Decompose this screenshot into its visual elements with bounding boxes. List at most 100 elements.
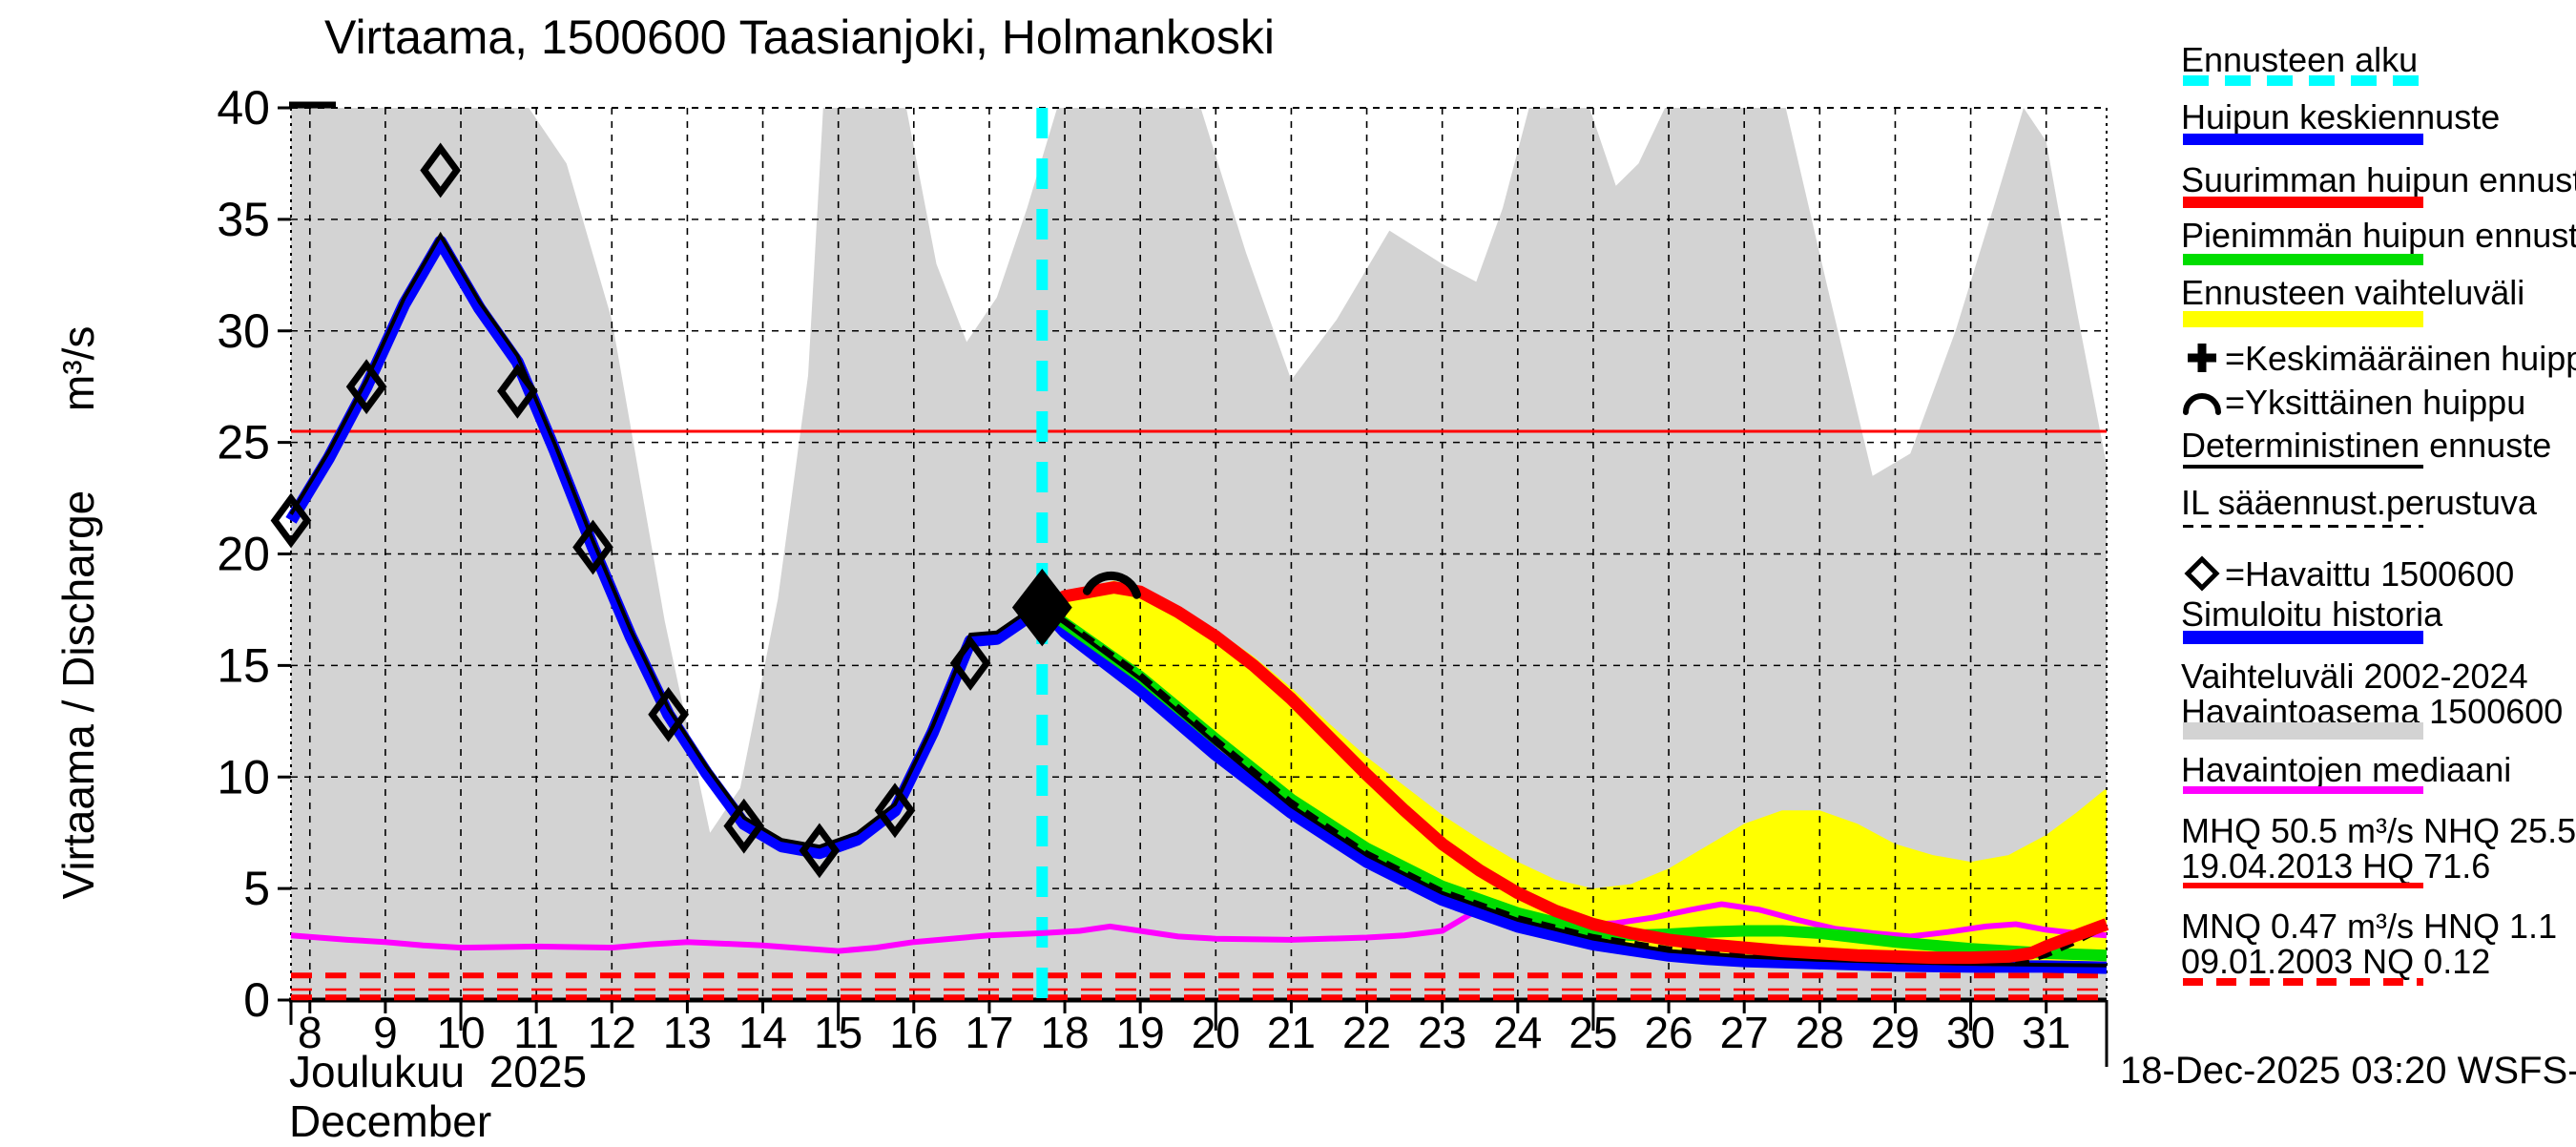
legend-label: Simuloitu historia: [2181, 594, 2443, 634]
y-tick-label: 5: [243, 862, 270, 915]
legend-label: Ennusteen vaihteluväli: [2181, 273, 2525, 312]
legend-entry-10: Simuloitu historia: [2181, 596, 2442, 632]
legend-line-sample: [2183, 524, 2423, 528]
x-tick-label: 14: [738, 1008, 787, 1057]
legend-entry-3: Pienimmän huipun ennuste: [2181, 218, 2576, 253]
legend-label: Huipun keskiennuste: [2181, 97, 2501, 136]
simulated-history-line: [285, 235, 1046, 860]
legend-line-sample: [2183, 134, 2423, 145]
x-tick-label: 27: [1720, 1008, 1769, 1057]
x-tick-label: 28: [1796, 1008, 1844, 1057]
observed-point-marker: [420, 142, 462, 198]
x-tick-label: 24: [1493, 1008, 1542, 1057]
legend-line-sample: [2183, 786, 2423, 794]
legend-label: Ennusteen alku: [2181, 40, 2419, 79]
legend-line-sample: [2183, 631, 2423, 644]
x-tick-label: 25: [1568, 1008, 1617, 1057]
x-tick-label: 17: [965, 1008, 1013, 1057]
legend-label-line2: 19.04.2013 HQ 71.6: [2181, 846, 2491, 886]
observed-point-marker: [345, 359, 387, 415]
mean-peak-icon: [2188, 344, 2216, 372]
legend-label: Suurimman huipun ennuste: [2181, 160, 2576, 199]
legend-entry-8: IL sääennust.perustuva: [2181, 485, 2537, 520]
legend-label: Pienimmän huipun ennuste: [2181, 216, 2576, 255]
x-axis-month-label-fi: Joulukuu 2025: [289, 1047, 588, 1096]
legend-label: Deterministinen ennuste: [2181, 426, 2552, 465]
legend-line-sample: [2183, 197, 2423, 208]
legend-entry-5: =Keskimääräinen huippu: [2181, 339, 2576, 377]
x-tick-label: 30: [1946, 1008, 1995, 1057]
y-tick-label: 25: [217, 416, 270, 469]
forecast-max-line: [1039, 581, 2109, 965]
legend-entry-6: =Yksittäinen huippu: [2181, 383, 2525, 421]
y-tick-label: 10: [217, 750, 270, 803]
legend-label: MHQ 50.5 m³/s NHQ 25.5: [2181, 811, 2576, 850]
single-peak-arc-marker: [1082, 571, 1141, 599]
y-axis-label: Virtaama / Discharge m³/s: [52, 193, 110, 1032]
single-peak-icon: [2183, 393, 2221, 415]
y-tick-label: 0: [243, 973, 270, 1027]
last-observed-point-marker: [1011, 568, 1072, 647]
y-tick-label: 20: [217, 528, 270, 581]
legend-label-line2: 09.01.2003 NQ 0.12: [2181, 942, 2491, 981]
forecast-mean-line: [1037, 603, 2108, 974]
deterministic-history-line: [289, 231, 1044, 849]
x-tick-label: 13: [663, 1008, 712, 1057]
page-title: Virtaama, 1500600 Taasianjoki, Holmankos…: [324, 10, 1275, 64]
legend-line-sample: [2183, 978, 2423, 986]
legend-label: Havaintojen mediaani: [2181, 750, 2512, 789]
observed-diamond-icon: [2184, 555, 2220, 592]
legend-label: =Yksittäinen huippu: [2225, 382, 2526, 422]
legend-entry-12: Havaintojen mediaani: [2181, 752, 2511, 787]
observed-point-marker: [497, 363, 538, 419]
observed-point-marker: [572, 519, 613, 575]
x-tick-label: 18: [1040, 1008, 1089, 1057]
x-tick-label: 10: [436, 1008, 485, 1057]
x-axis-month-label-en: December: [289, 1096, 492, 1146]
legend-line-sample: [2183, 254, 2423, 265]
legend-entry-9: =Havaittu 1500600: [2181, 554, 2514, 593]
x-tick-label: 9: [373, 1008, 398, 1057]
legend-label: =Keskimääräinen huippu: [2225, 338, 2576, 378]
y-tick-label: 30: [217, 304, 270, 358]
observed-point-marker: [949, 636, 991, 691]
observed-point-marker: [270, 492, 312, 549]
x-tick-label: 22: [1342, 1008, 1391, 1057]
legend-label: IL sääennust.perustuva: [2181, 483, 2537, 522]
x-tick-label: 21: [1267, 1008, 1316, 1057]
legend-entry-4: Ennusteen vaihteluväli: [2181, 275, 2524, 310]
legend-line-sample: [2183, 310, 2423, 327]
legend-entry-0: Ennusteen alku: [2181, 42, 2418, 77]
legend-label: =Havaittu 1500600: [2225, 553, 2515, 594]
y-axis-unit: m³/s: [53, 325, 103, 411]
y-axis-label-text: Virtaama / Discharge: [53, 490, 103, 900]
legend-line-sample: [2183, 883, 2423, 888]
il-weather-forecast-line: [1041, 605, 2109, 967]
legend-entry-2: Suurimman huipun ennuste: [2181, 162, 2576, 198]
x-tick-label: 31: [2022, 1008, 2070, 1057]
legend-label: Vaihteluväli 2002-2024: [2181, 657, 2528, 696]
legend-line-sample: [2183, 722, 2423, 740]
y-tick-label: 40: [217, 81, 270, 135]
x-tick-label: 20: [1192, 1008, 1240, 1057]
x-tick-label: 12: [588, 1008, 636, 1057]
x-tick-label: 29: [1871, 1008, 1920, 1057]
observed-point-marker: [874, 782, 916, 839]
x-tick-label: 19: [1116, 1008, 1165, 1057]
x-tick-label: 8: [298, 1008, 322, 1057]
x-tick-label: 26: [1644, 1008, 1693, 1057]
observed-point-marker: [648, 686, 689, 742]
x-tick-label: 23: [1418, 1008, 1466, 1057]
y-tick-label: 15: [217, 638, 270, 692]
historical-range-band: [291, 108, 2107, 1000]
legend-label: MNQ 0.47 m³/s HNQ 1.1: [2181, 907, 2558, 946]
observed-point-marker: [799, 823, 841, 879]
y-tick-label: 35: [217, 193, 270, 246]
legend-entry-14: MNQ 0.47 m³/s HNQ 1.1 09.01.2003 NQ 0.12: [2181, 908, 2557, 979]
legend-entry-1: Huipun keskiennuste: [2181, 99, 2500, 135]
legend-entry-11: Vaihteluväli 2002-2024 Havaintoasema 1500…: [2181, 658, 2563, 729]
x-tick-label: 16: [889, 1008, 938, 1057]
legend-entry-13: MHQ 50.5 m³/s NHQ 25.5 19.04.2013 HQ 71.6: [2181, 813, 2576, 884]
